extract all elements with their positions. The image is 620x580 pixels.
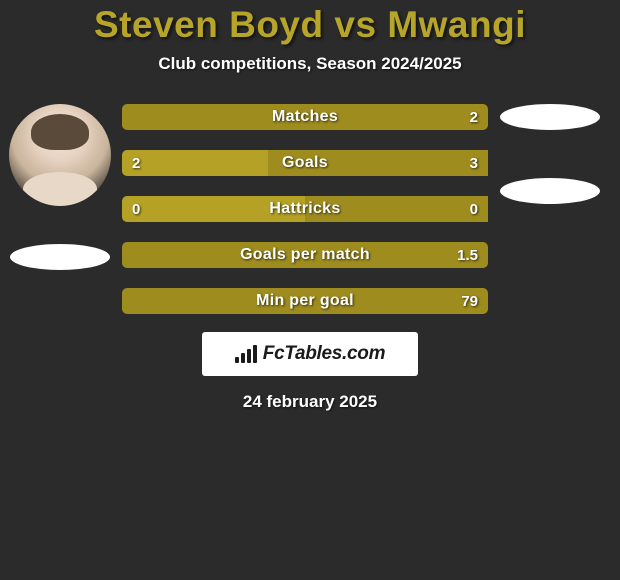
- page-title: Steven Boyd vs Mwangi: [0, 4, 620, 46]
- stats-bars: Matches22Goals30Hattricks0Goals per matc…: [112, 104, 498, 314]
- stat-value-right: 3: [470, 155, 478, 172]
- player-right-name-placeholder: [500, 178, 600, 204]
- player-left-avatar: [9, 104, 111, 206]
- stat-label: Min per goal: [122, 292, 488, 310]
- player-left-column: [8, 104, 112, 270]
- stat-bar-goals: 2Goals3: [122, 150, 488, 176]
- player-left-name-placeholder: [10, 244, 110, 270]
- stat-value-right: 0: [470, 201, 478, 218]
- stat-bar-goals-per-match: Goals per match1.5: [122, 242, 488, 268]
- stat-value-right: 2: [470, 109, 478, 126]
- player-right-avatar-placeholder: [500, 104, 600, 130]
- stat-label: Goals per match: [122, 246, 488, 264]
- date-text: 24 february 2025: [0, 392, 620, 412]
- stat-bar-min-per-goal: Min per goal79: [122, 288, 488, 314]
- brand-text: FcTables.com: [263, 343, 385, 365]
- stat-value-right: 1.5: [457, 247, 478, 264]
- stat-label: Hattricks: [122, 200, 488, 218]
- stat-label: Goals: [122, 154, 488, 172]
- stat-label: Matches: [122, 108, 488, 126]
- bars-icon: [235, 345, 257, 363]
- stat-value-right: 79: [461, 293, 478, 310]
- player-right-column: [498, 104, 602, 204]
- brand-badge: FcTables.com: [202, 332, 418, 376]
- subtitle: Club competitions, Season 2024/2025: [0, 54, 620, 74]
- stat-bar-hattricks: 0Hattricks0: [122, 196, 488, 222]
- stat-bar-matches: Matches2: [122, 104, 488, 130]
